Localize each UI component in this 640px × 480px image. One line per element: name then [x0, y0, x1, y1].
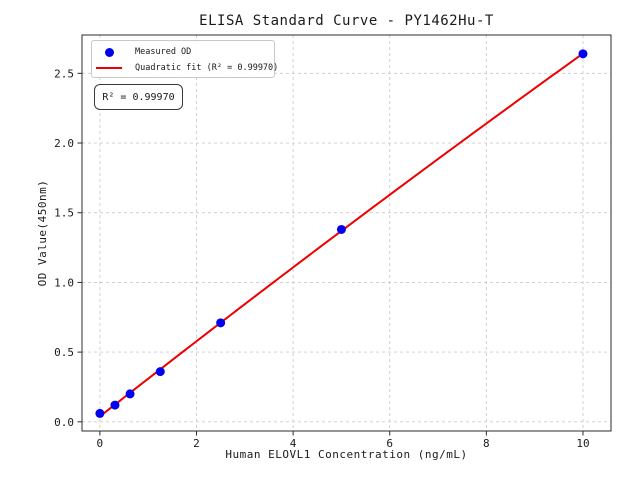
- y-tick-label: 0.0: [54, 416, 74, 429]
- data-point: [110, 400, 120, 410]
- legend: Measured OD Quadratic fit (R² = 0.99970): [91, 40, 278, 78]
- data-point: [336, 224, 346, 234]
- x-tick-label: 0: [97, 437, 104, 450]
- x-tick-label: 10: [576, 437, 589, 450]
- y-tick-label: 2.0: [54, 137, 74, 150]
- scatter-marker-icon: [104, 47, 114, 57]
- legend-marker-box: [96, 60, 122, 76]
- legend-label-measured-od: Measured OD: [135, 47, 192, 57]
- y-tick-label: 1.5: [54, 207, 74, 220]
- legend-entry-quadratic-fit: Quadratic fit (R² = 0.99970): [96, 60, 278, 76]
- data-point: [216, 318, 226, 328]
- y-tick-label: 2.5: [54, 67, 74, 80]
- r-squared-annotation: R² = 0.99970: [94, 84, 183, 110]
- plot-border: [81, 34, 612, 432]
- legend-marker-box: [96, 44, 122, 60]
- y-axis-label: OD Value(450nm): [36, 179, 49, 287]
- y-tick-label: 0.5: [54, 346, 74, 359]
- x-tick-label: 6: [386, 437, 393, 450]
- data-point: [578, 49, 588, 59]
- fit-line-marker-icon: [96, 67, 122, 69]
- chart-title: ELISA Standard Curve - PY1462Hu-T: [199, 13, 494, 29]
- data-point: [125, 389, 135, 399]
- x-tick-label: 4: [290, 437, 297, 450]
- x-tick-label: 2: [193, 437, 200, 450]
- data-point: [155, 367, 165, 377]
- x-tick-label: 8: [483, 437, 490, 450]
- legend-label-quadratic-fit: Quadratic fit (R² = 0.99970): [135, 63, 279, 73]
- y-tick-label: 1.0: [54, 276, 74, 289]
- data-point: [95, 408, 105, 418]
- x-axis-label: Human ELOVL1 Concentration (ng/mL): [225, 448, 468, 461]
- legend-entry-measured-od: Measured OD: [96, 44, 274, 60]
